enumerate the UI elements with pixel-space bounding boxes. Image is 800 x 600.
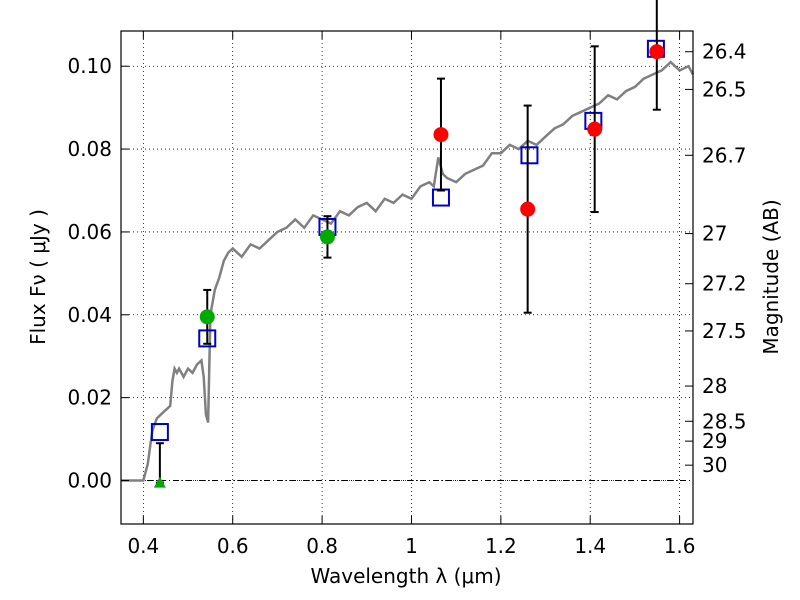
y2-tick-label: 27.5	[702, 319, 747, 343]
x-tick-label: 0.6	[217, 534, 249, 558]
y2-tick-label: 30	[702, 453, 727, 477]
y-tick-label: 0.06	[67, 220, 112, 244]
y2-tick-label: 27.2	[702, 272, 747, 296]
red-detection-point	[520, 201, 536, 217]
upper-limit-marker	[153, 476, 166, 488]
y2-tick-label: 27	[702, 222, 727, 246]
y2-tick-label: 28	[702, 374, 727, 398]
grid	[121, 31, 693, 524]
x-tick-label: 0.8	[306, 534, 338, 558]
y2-tick-label: 26.4	[702, 40, 747, 64]
green-detection-point	[319, 229, 335, 245]
red-detection-point	[649, 44, 665, 60]
y2-tick-label: 29	[702, 429, 727, 453]
x-axis-title: Wavelength λ (μm)	[310, 564, 501, 588]
data-points	[150, 0, 665, 488]
model-flux-box	[520, 146, 539, 165]
red-detection-point	[433, 127, 449, 143]
model-flux-box	[431, 188, 450, 207]
x-tick-label: 1.4	[574, 534, 606, 558]
y-axis-title-left: Flux Fν ( μJy )	[26, 209, 50, 345]
sed-model-curve	[121, 60, 695, 482]
model-flux-box	[150, 423, 169, 442]
x-tick-label: 0.4	[127, 534, 159, 558]
y-tick-label: 0.10	[67, 54, 112, 78]
y2-tick-label: 26.7	[702, 143, 747, 167]
plot-frame	[120, 30, 694, 525]
y-tick-label: 0.00	[67, 469, 112, 493]
y2-tick-label: 26.5	[702, 77, 747, 101]
x-tick-label: 1	[405, 534, 418, 558]
y-axis-title-right: Magnitude (AB)	[759, 199, 783, 354]
y-tick-label: 0.08	[67, 137, 112, 161]
y2-tick-label: 28.5	[702, 409, 747, 433]
red-detection-point	[587, 121, 603, 137]
x-tick-label: 1.2	[485, 534, 517, 558]
x-tick-label: 1.6	[664, 534, 696, 558]
axis-ticks: 0.4 0.6 0.8 1 1.2 1.4 1.6 0.00 0.02 0.04 0.06 0.08 0…	[67, 31, 747, 558]
green-detection-point	[199, 309, 215, 325]
y-tick-label: 0.04	[67, 303, 112, 327]
y-tick-label: 0.02	[67, 386, 112, 410]
